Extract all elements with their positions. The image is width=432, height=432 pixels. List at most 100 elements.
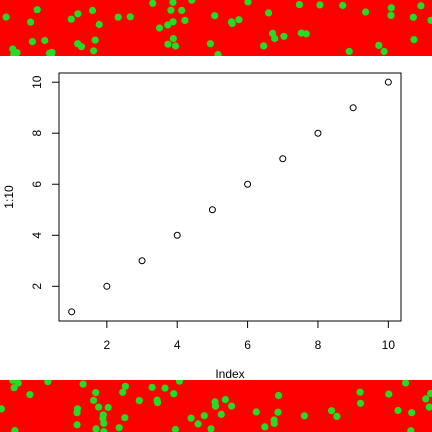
x-tick-label: 4 xyxy=(174,338,181,352)
band-dot xyxy=(181,16,189,24)
band-dot xyxy=(0,405,5,413)
band-dot xyxy=(300,412,308,420)
band-dot xyxy=(95,403,103,411)
band-dot xyxy=(316,1,324,9)
x-axis: 2 4 6 8 10 xyxy=(104,321,396,352)
band-dot xyxy=(164,21,172,29)
band-dot xyxy=(27,18,35,26)
decorative-band-bottom xyxy=(0,380,432,432)
band-dot xyxy=(274,408,282,416)
band-dot xyxy=(161,384,169,392)
plot-frame xyxy=(58,72,402,322)
data-point xyxy=(103,282,111,290)
data-points xyxy=(68,78,392,316)
band-dot xyxy=(91,36,99,44)
y-tick-label: 4 xyxy=(30,232,44,239)
data-point xyxy=(384,78,392,86)
band-dot xyxy=(99,411,107,419)
band-dot xyxy=(175,380,184,385)
band-dot xyxy=(28,38,36,46)
band-dot xyxy=(188,0,196,4)
band-dot xyxy=(10,50,18,56)
band-dot xyxy=(79,380,87,388)
band-dot xyxy=(410,36,418,44)
band-dot xyxy=(194,420,202,428)
band-dot xyxy=(394,406,402,415)
band-dot xyxy=(164,40,172,48)
band-top-dots xyxy=(0,0,432,56)
data-point xyxy=(173,231,181,239)
band-dot xyxy=(211,398,219,406)
y-axis: 2 4 6 8 10 xyxy=(30,75,59,290)
band-dot xyxy=(271,34,279,43)
band-dot xyxy=(44,380,52,386)
band-dot xyxy=(100,428,108,432)
band-dot xyxy=(228,402,236,410)
y-axis-title: 1:10 xyxy=(2,185,16,209)
band-dot xyxy=(67,15,75,23)
band-dot xyxy=(90,47,98,55)
band-dot xyxy=(178,6,186,14)
band-dot xyxy=(252,408,260,416)
band-dot xyxy=(217,410,225,418)
band-dot xyxy=(114,13,122,21)
data-point xyxy=(138,257,146,265)
band-dot xyxy=(154,399,162,407)
x-tick-label: 10 xyxy=(382,338,396,352)
band-dot xyxy=(171,42,180,50)
band-dot xyxy=(74,40,82,48)
band-dot xyxy=(427,389,432,398)
band-dot xyxy=(171,425,179,432)
band-dot xyxy=(260,42,268,50)
data-point xyxy=(208,206,216,214)
band-dot xyxy=(214,50,222,56)
band-dot xyxy=(115,424,123,432)
data-point xyxy=(279,155,287,163)
band-dot xyxy=(200,412,208,420)
band-dot xyxy=(169,18,177,26)
band-dot xyxy=(148,383,156,391)
band-dot xyxy=(73,421,81,429)
band-dot xyxy=(187,414,195,422)
band-dot xyxy=(328,407,336,415)
y-tick-label: 8 xyxy=(30,130,44,137)
band-dot xyxy=(427,16,432,24)
band-dot xyxy=(295,1,303,9)
band-dot xyxy=(280,32,288,40)
band-dot xyxy=(362,8,370,16)
band-dot xyxy=(26,391,34,399)
band-dot xyxy=(92,425,100,432)
band-dot xyxy=(74,10,82,18)
band-dot xyxy=(100,419,108,427)
band-dot xyxy=(408,409,416,417)
band-dot xyxy=(387,4,395,12)
x-tick-label: 6 xyxy=(244,338,251,352)
band-dot xyxy=(207,425,215,432)
data-point xyxy=(349,104,357,112)
band-dot xyxy=(385,390,393,398)
band-dot xyxy=(95,20,103,29)
band-dot xyxy=(155,24,164,32)
band-dot xyxy=(170,390,178,398)
data-point xyxy=(68,308,76,316)
decorative-band-top xyxy=(0,0,432,56)
band-dot xyxy=(90,396,98,404)
band-dot xyxy=(422,395,430,403)
band-dot xyxy=(92,389,100,397)
band-dot xyxy=(425,403,432,411)
band-dot xyxy=(274,391,283,400)
band-dot xyxy=(402,380,410,387)
band-background xyxy=(0,0,432,56)
band-dot xyxy=(407,427,415,432)
band-dot xyxy=(9,380,17,384)
x-tick-label: 8 xyxy=(315,338,322,352)
band-dot xyxy=(10,384,18,392)
band-bottom-dots xyxy=(0,380,432,432)
band-dot xyxy=(387,11,395,19)
band-dot xyxy=(409,13,417,21)
band-dot xyxy=(345,47,353,56)
band-dot xyxy=(356,399,365,407)
x-tick-label: 2 xyxy=(104,338,111,352)
band-dot xyxy=(11,427,19,432)
band-dot xyxy=(265,9,273,17)
